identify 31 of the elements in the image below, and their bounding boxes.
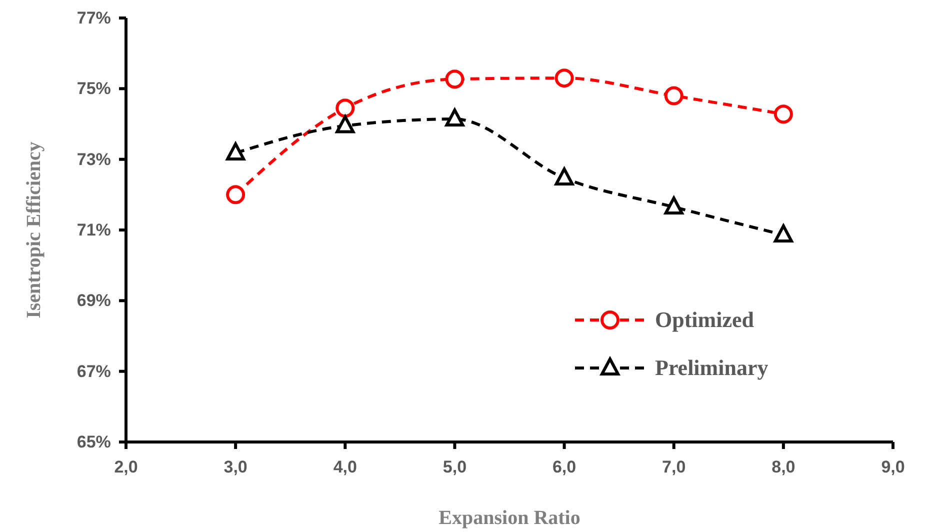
point xyxy=(664,196,684,215)
y-tick-label: 69% xyxy=(76,291,111,310)
y-tick-label: 65% xyxy=(76,432,111,452)
x-tick-label: 2,0 xyxy=(114,457,138,476)
y-tick-label: 67% xyxy=(76,362,111,381)
point xyxy=(445,70,464,89)
x-tick-label: 7,0 xyxy=(662,457,686,476)
point xyxy=(336,98,355,118)
x-tick-label: 6,0 xyxy=(552,457,576,476)
y-tick-label: 71% xyxy=(76,220,111,240)
point xyxy=(774,104,793,124)
legend-label: Optimized xyxy=(655,307,754,332)
x-tick-label: 9,0 xyxy=(881,457,905,476)
point xyxy=(226,142,246,160)
point xyxy=(445,108,464,127)
point xyxy=(554,68,574,88)
point xyxy=(226,185,246,204)
y-tick-label: 77% xyxy=(76,8,111,28)
point xyxy=(554,168,574,186)
legend-label: Preliminary xyxy=(655,355,768,380)
x-tick-label: 8,0 xyxy=(772,457,796,476)
y-tick-label: 75% xyxy=(76,79,111,98)
y-axis-title: Isentropic Efficiency xyxy=(23,142,45,318)
x-tick-label: 5,0 xyxy=(442,457,467,476)
point xyxy=(664,86,684,106)
x-axis-title: Expansion Ratio xyxy=(438,507,580,529)
x-tick-label: 4,0 xyxy=(333,457,357,476)
x-tick-label: 3,0 xyxy=(224,457,248,476)
point xyxy=(336,115,355,134)
y-tick-label: 73% xyxy=(76,150,111,169)
point xyxy=(774,224,793,242)
